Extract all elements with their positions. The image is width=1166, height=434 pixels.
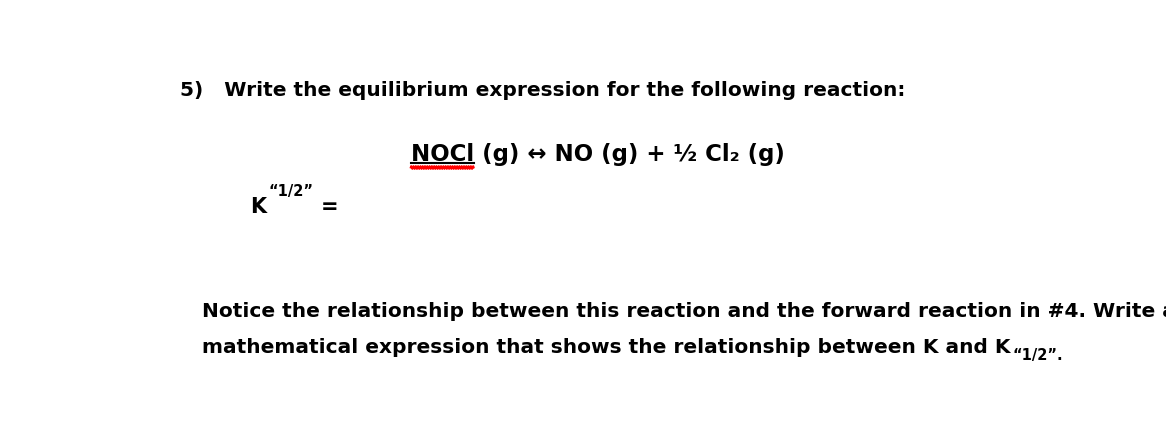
Text: 5)   Write the equilibrium expression for the following reaction:: 5) Write the equilibrium expression for …: [180, 81, 906, 100]
Text: NOCl (g) ↔ NO (g) + ½ Cl₂ (g): NOCl (g) ↔ NO (g) + ½ Cl₂ (g): [410, 142, 785, 165]
Text: K: K: [250, 197, 266, 217]
Text: “1/2”: “1/2”: [268, 184, 314, 199]
Text: mathematical expression that shows the relationship between K and K: mathematical expression that shows the r…: [202, 339, 1010, 357]
Text: Notice the relationship between this reaction and the forward reaction in #4. Wr: Notice the relationship between this rea…: [202, 302, 1166, 321]
Text: =: =: [321, 197, 338, 217]
Text: “1/2”.: “1/2”.: [1012, 348, 1062, 363]
